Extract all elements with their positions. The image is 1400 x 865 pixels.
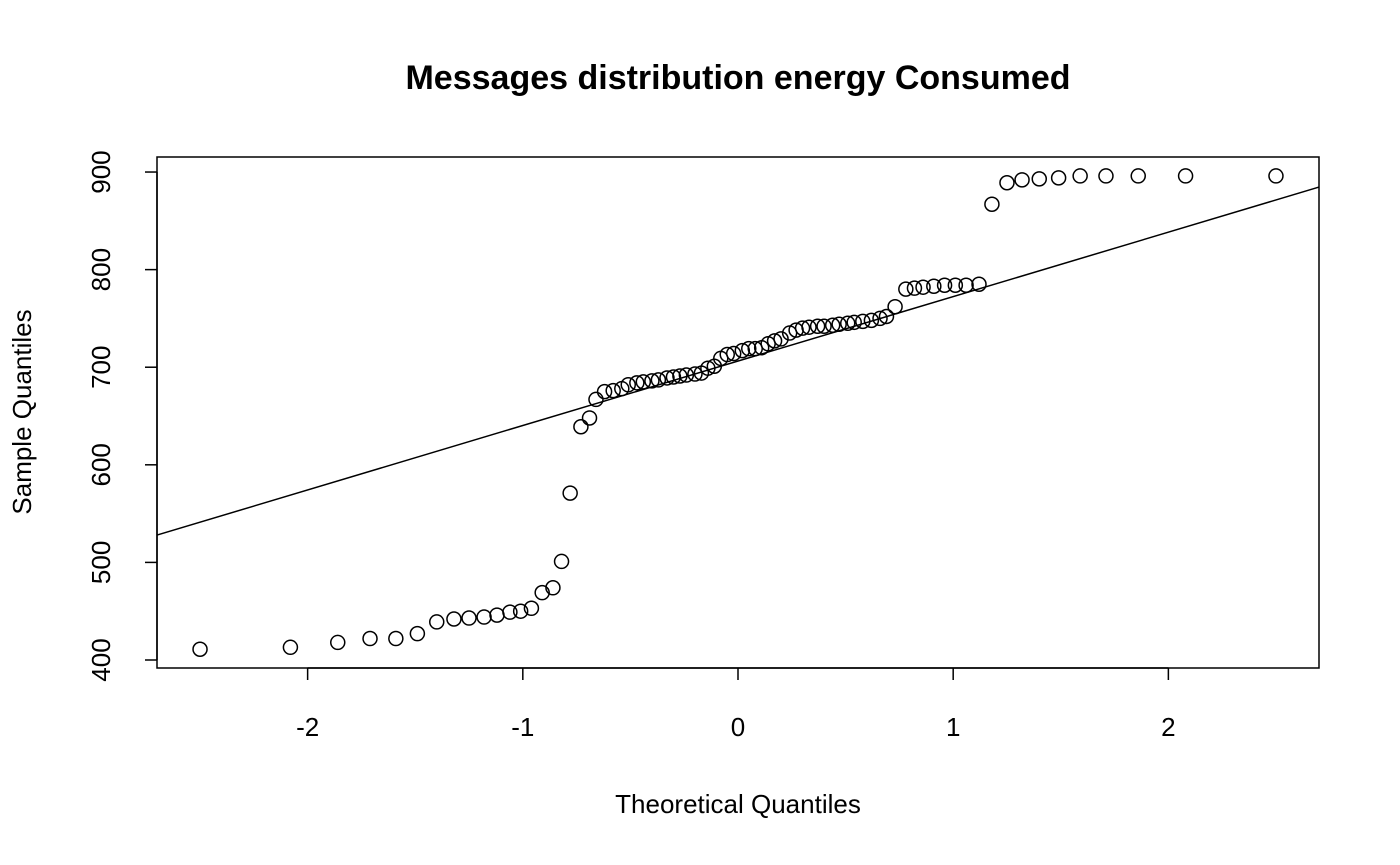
- y-tick-label: 700: [86, 346, 116, 389]
- point: [878, 308, 895, 325]
- point: [428, 614, 445, 630]
- point: [872, 310, 888, 327]
- point: [687, 366, 703, 382]
- point: [588, 391, 604, 408]
- point: [650, 372, 667, 388]
- point: [1130, 168, 1146, 184]
- point: [678, 367, 695, 383]
- point: [635, 374, 652, 390]
- point: [1268, 168, 1284, 184]
- point: [388, 630, 404, 647]
- point: [665, 369, 682, 385]
- point: [984, 196, 1000, 212]
- point: [816, 318, 832, 334]
- point: [947, 277, 964, 293]
- point: [461, 610, 477, 626]
- point: [936, 277, 953, 293]
- point: [476, 609, 492, 625]
- x-tick-label: -1: [511, 712, 534, 742]
- point: [409, 625, 426, 642]
- point: [523, 600, 540, 617]
- point: [605, 382, 621, 399]
- point: [1031, 171, 1048, 187]
- point: [1072, 168, 1088, 184]
- point: [659, 370, 675, 386]
- plot-frame: [156, 156, 1320, 669]
- point: [672, 368, 688, 384]
- y-tick-label: 900: [86, 150, 116, 193]
- point: [958, 277, 974, 293]
- point: [502, 604, 518, 620]
- y-tick-label: 600: [86, 443, 116, 486]
- point: [534, 584, 550, 601]
- point: [741, 340, 757, 357]
- point: [1098, 168, 1114, 184]
- x-tick-label: 0: [731, 712, 745, 742]
- point: [887, 298, 903, 315]
- point: [773, 331, 789, 347]
- x-tick-label: 1: [946, 712, 960, 742]
- point: [330, 634, 346, 651]
- point: [846, 314, 862, 331]
- x-tick-label: -2: [296, 712, 319, 742]
- point: [489, 607, 505, 623]
- point: [1050, 170, 1067, 186]
- point: [926, 278, 942, 294]
- point: [282, 639, 299, 656]
- point: [362, 630, 378, 647]
- point: [906, 280, 923, 296]
- point: [898, 281, 914, 297]
- point: [855, 313, 871, 330]
- point: [1014, 172, 1030, 188]
- point: [725, 345, 742, 362]
- point: [809, 318, 826, 334]
- point: [446, 611, 462, 627]
- y-tick-label: 500: [86, 541, 116, 584]
- point: [971, 276, 987, 293]
- point: [573, 418, 589, 435]
- point: [512, 603, 529, 619]
- y-axis-label: Sample Quantiles: [7, 309, 37, 514]
- chart-title: Messages distribution energy Consumed: [405, 59, 1070, 97]
- point: [999, 175, 1015, 191]
- point: [839, 315, 856, 332]
- point: [766, 333, 783, 349]
- point: [734, 342, 751, 359]
- point: [863, 312, 880, 329]
- y-tick-label: 400: [86, 638, 116, 681]
- point: [719, 346, 735, 363]
- point: [629, 375, 645, 391]
- point: [644, 373, 660, 389]
- point: [831, 316, 847, 333]
- point: [545, 580, 561, 596]
- point: [596, 383, 613, 400]
- point: [824, 317, 841, 334]
- x-tick-label: 2: [1161, 712, 1175, 742]
- point: [581, 410, 598, 426]
- point: [1177, 168, 1194, 184]
- point: [915, 279, 931, 295]
- reference-line: [156, 186, 1320, 536]
- point: [801, 319, 817, 335]
- point: [794, 320, 811, 336]
- y-tick-label: 800: [86, 248, 116, 291]
- point: [192, 641, 208, 658]
- point: [620, 377, 637, 393]
- point: [700, 360, 716, 376]
- x-axis-label: Theoretical Quantiles: [615, 789, 861, 819]
- point: [553, 553, 570, 570]
- point: [562, 485, 578, 501]
